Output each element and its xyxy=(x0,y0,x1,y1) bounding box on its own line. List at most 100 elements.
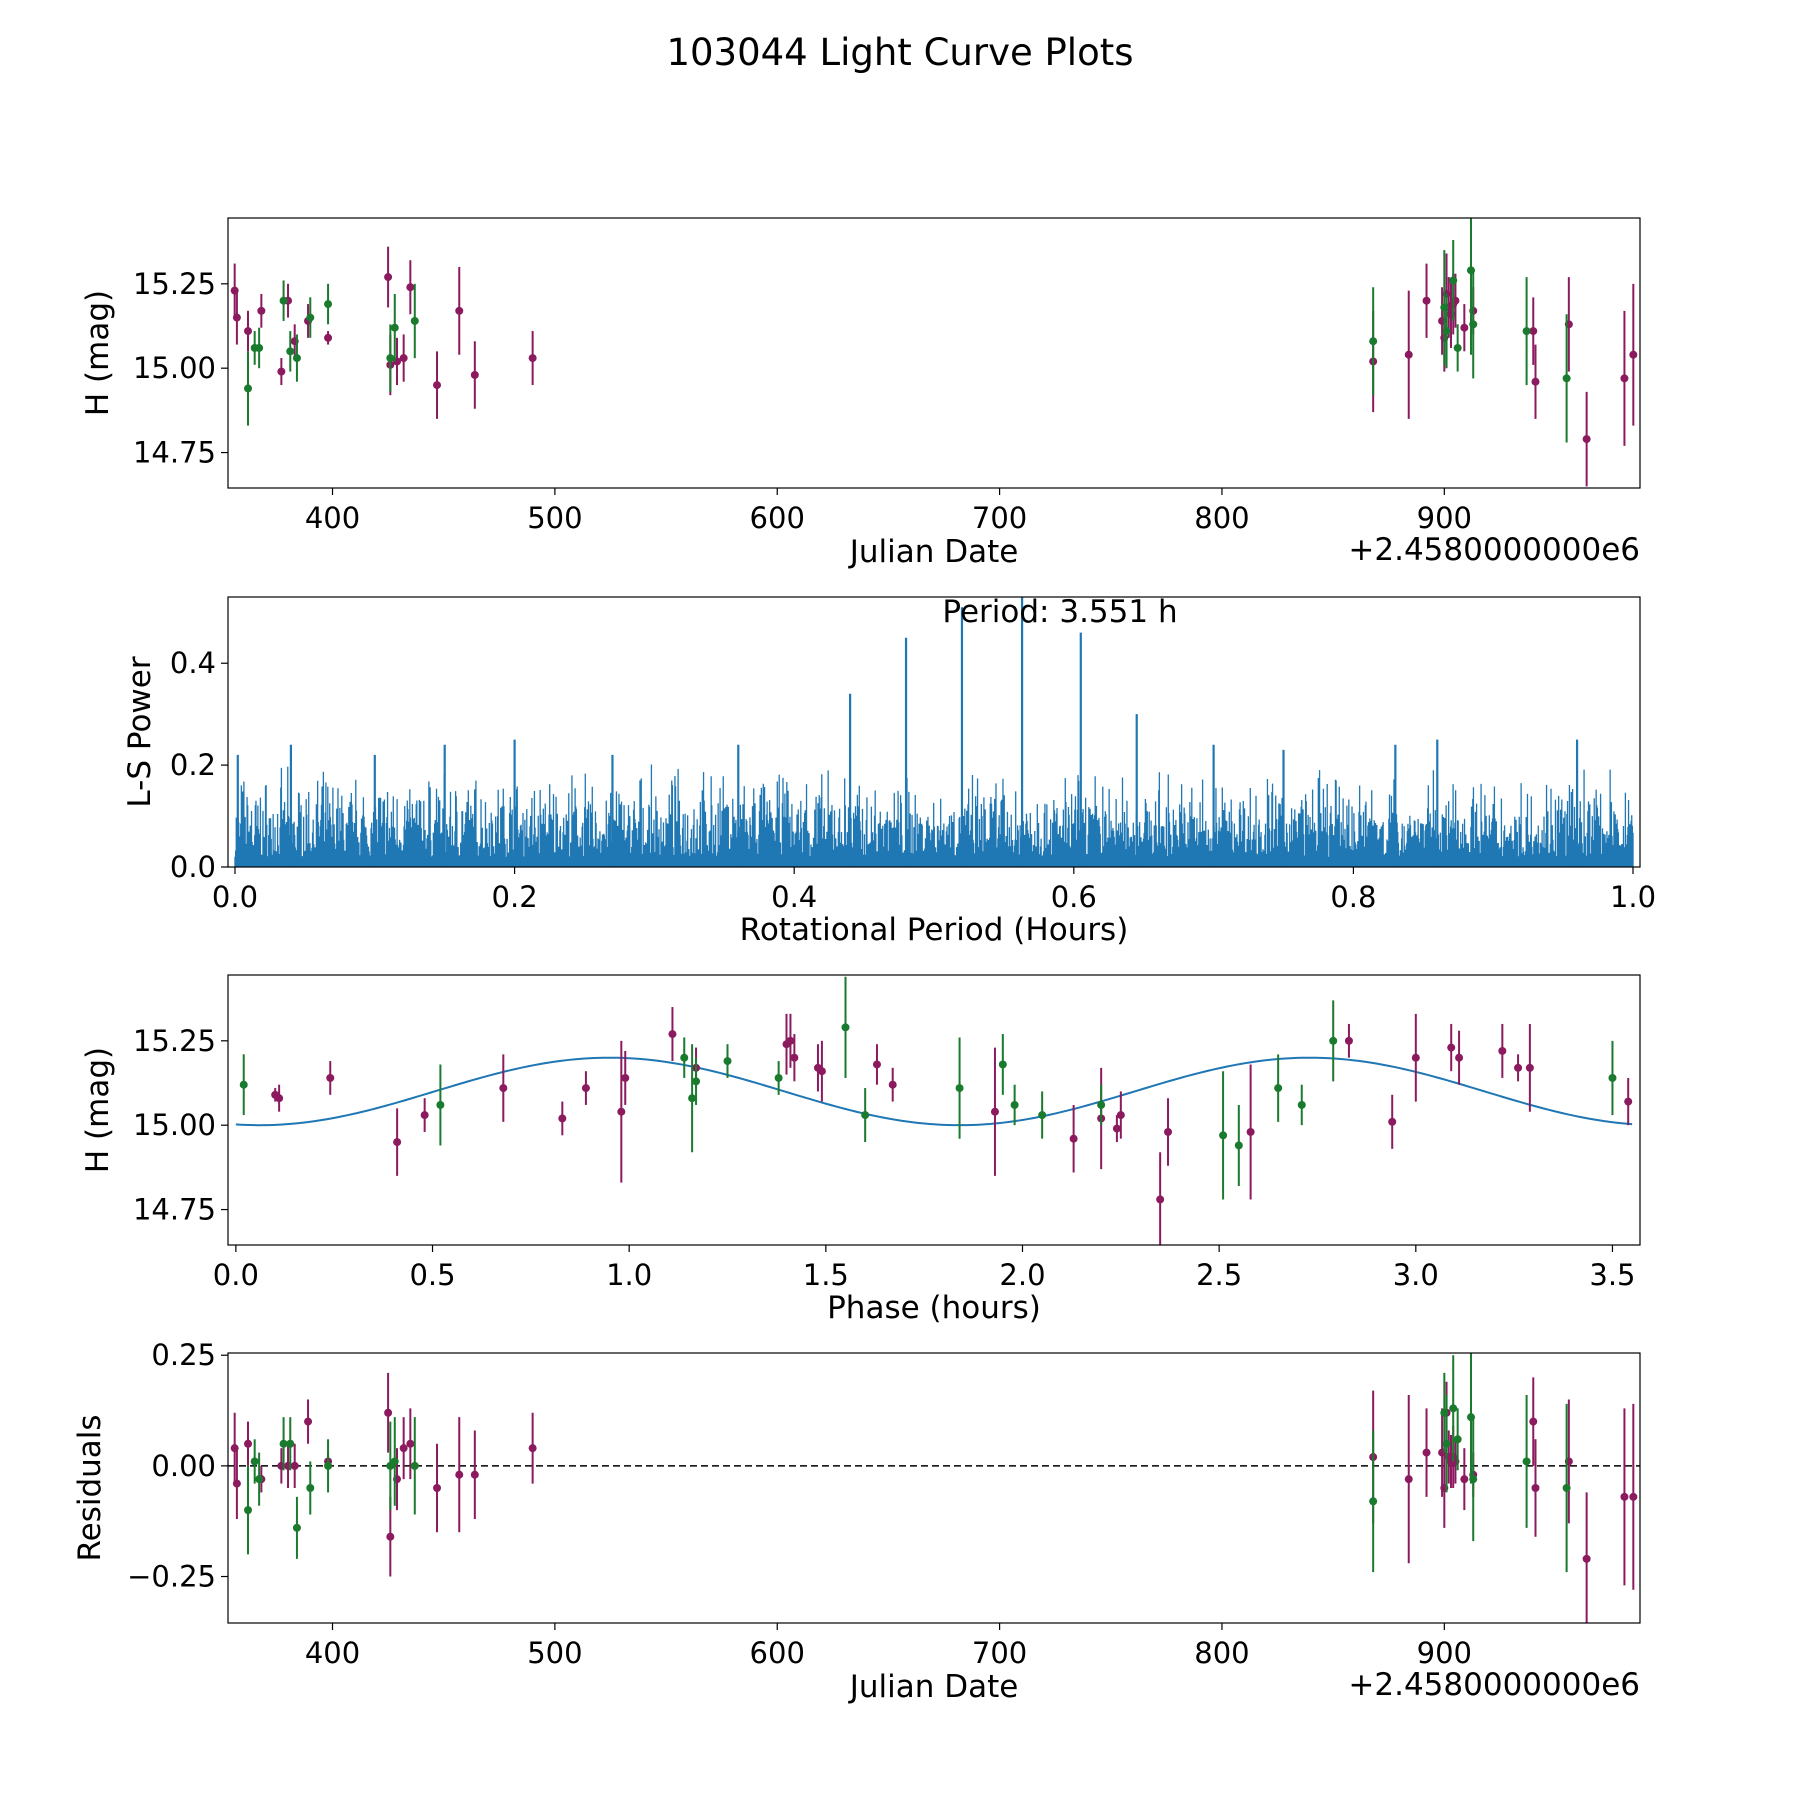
lightcurve-point-purple xyxy=(277,367,286,376)
periodogram-power-line xyxy=(234,764,1634,867)
phased-point-purple xyxy=(420,1111,429,1120)
residuals-point-purple xyxy=(1629,1492,1638,1501)
phased-point-green xyxy=(1234,1141,1243,1150)
phased-point-green xyxy=(436,1100,445,1109)
lightcurve-xtick-label: 600 xyxy=(750,501,805,535)
phased-point-purple xyxy=(1514,1063,1523,1072)
residuals-point-purple xyxy=(386,1532,395,1541)
phased-point-purple xyxy=(393,1138,402,1147)
residuals-point-purple xyxy=(433,1484,442,1492)
residuals-point-purple xyxy=(528,1444,537,1453)
phased-xtick-label: 1.0 xyxy=(606,1258,652,1292)
residuals-point-green xyxy=(279,1439,288,1448)
periodogram-xtick-label: 1.0 xyxy=(1610,880,1656,914)
residuals-point-purple xyxy=(304,1417,313,1426)
phased-point-green xyxy=(1274,1084,1283,1093)
lightcurve-point-green xyxy=(244,384,253,393)
phased-point-green xyxy=(688,1094,697,1103)
residuals-point-green xyxy=(1369,1497,1378,1506)
phased-point-green xyxy=(1608,1073,1617,1082)
phased-point-green xyxy=(841,1023,850,1032)
phased-point-green xyxy=(692,1077,701,1086)
phased-point-green xyxy=(955,1084,964,1093)
phased-xtick-label: 3.0 xyxy=(1393,1258,1439,1292)
phased-ylabel: H (mag) xyxy=(80,1047,116,1173)
phased-point-purple xyxy=(668,1030,677,1039)
lightcurve-point-purple xyxy=(1422,296,1431,305)
phased-point-purple xyxy=(621,1073,630,1082)
phased-xtick-label: 2.5 xyxy=(1196,1258,1242,1292)
periodogram-ytick-label: 0.0 xyxy=(170,850,216,884)
lightcurve-point-green xyxy=(1562,374,1571,383)
lightcurve-point-purple xyxy=(1404,350,1413,359)
residuals-frame xyxy=(227,1352,1641,1624)
lightcurve-panel: 400 500 600 700 800 900 14.75 15.00 15.25 Julian… xyxy=(80,217,1641,570)
phased-point-purple xyxy=(1164,1127,1173,1136)
lightcurve-point-purple xyxy=(1529,327,1538,336)
residuals-point-purple xyxy=(1460,1475,1469,1484)
lightcurve-point-purple xyxy=(399,354,408,363)
lightcurve-point-purple xyxy=(470,370,479,379)
phased-fit-curve xyxy=(235,1056,1633,1127)
periodogram-xtick-label: 0.0 xyxy=(212,880,258,914)
phased-xtick-label: 0.5 xyxy=(409,1258,455,1292)
phased-point-purple xyxy=(786,1036,795,1045)
phased-point-purple xyxy=(1069,1134,1078,1143)
lightcurve-xtick-label: 800 xyxy=(1194,501,1249,535)
phased-point-purple xyxy=(1344,1036,1353,1045)
phased-point-green xyxy=(1219,1131,1228,1140)
lightcurve-point-purple xyxy=(1629,350,1638,359)
residuals-point-purple xyxy=(384,1408,393,1417)
phased-point-purple xyxy=(499,1084,508,1093)
phased-xtick-label: 2.0 xyxy=(999,1258,1045,1292)
lightcurve-point-purple xyxy=(232,313,241,322)
phased-point-green xyxy=(1010,1100,1019,1109)
residuals-ytick-label: 0.00 xyxy=(151,1449,216,1483)
phased-point-purple xyxy=(1447,1043,1456,1052)
lightcurve-point-purple xyxy=(384,273,393,282)
lightcurve-point-purple xyxy=(528,354,537,363)
period-annotation: Period: 3.551 h xyxy=(942,594,1177,630)
phased-point-purple xyxy=(817,1067,826,1076)
lightcurve-ytick-label: 15.00 xyxy=(133,351,216,385)
lightcurve-ytick-label: 15.25 xyxy=(133,267,216,301)
residuals-point-purple xyxy=(1529,1417,1538,1426)
lightcurve-point-green xyxy=(255,343,264,352)
lightcurve-xtick-label: 900 xyxy=(1417,501,1472,535)
residuals-point-purple xyxy=(455,1470,464,1479)
periodogram-xlabel: Rotational Period (Hours) xyxy=(740,912,1129,948)
lightcurve-xtick-label: 700 xyxy=(972,501,1027,535)
phased-point-purple xyxy=(1411,1053,1420,1062)
periodogram-xtick-label: 0.2 xyxy=(492,880,538,914)
residuals-xtick-label: 900 xyxy=(1417,1636,1472,1670)
lightcurve-xtick-label: 500 xyxy=(527,501,582,535)
lightcurve-ylabel: H (mag) xyxy=(80,290,116,416)
phased-point-purple xyxy=(558,1114,567,1123)
lightcurve-point-purple xyxy=(1460,323,1469,332)
residuals-point-purple xyxy=(1582,1554,1591,1563)
phased-point-purple xyxy=(990,1107,999,1116)
lightcurve-xtick-label: 400 xyxy=(305,501,360,535)
phased-ytick-label: 14.75 xyxy=(133,1193,216,1227)
residuals-point-green xyxy=(390,1457,399,1466)
residuals-point-green xyxy=(292,1523,301,1532)
residuals-xtick-label: 500 xyxy=(527,1636,582,1670)
phased-point-purple xyxy=(275,1094,284,1103)
residuals-point-green xyxy=(1469,1475,1478,1484)
phased-frame xyxy=(227,974,1641,1246)
lightcurve-xlabel: Julian Date xyxy=(848,534,1019,570)
residuals-point-purple xyxy=(232,1479,241,1488)
lightcurve-point-green xyxy=(390,323,399,332)
phased-point-purple xyxy=(1525,1063,1534,1072)
lightcurve-point-green xyxy=(292,354,301,363)
lightcurve-point-purple xyxy=(324,333,333,342)
periodogram-xtick-label: 0.6 xyxy=(1051,880,1097,914)
residuals-point-green xyxy=(255,1475,264,1484)
phased-point-purple xyxy=(1455,1053,1464,1062)
phased-ytick-label: 15.25 xyxy=(133,1024,216,1058)
residuals-point-green xyxy=(324,1461,333,1470)
phased-point-purple xyxy=(1156,1195,1165,1204)
phased-point-purple xyxy=(1624,1097,1633,1106)
periodogram-ytick-label: 0.2 xyxy=(170,748,216,782)
